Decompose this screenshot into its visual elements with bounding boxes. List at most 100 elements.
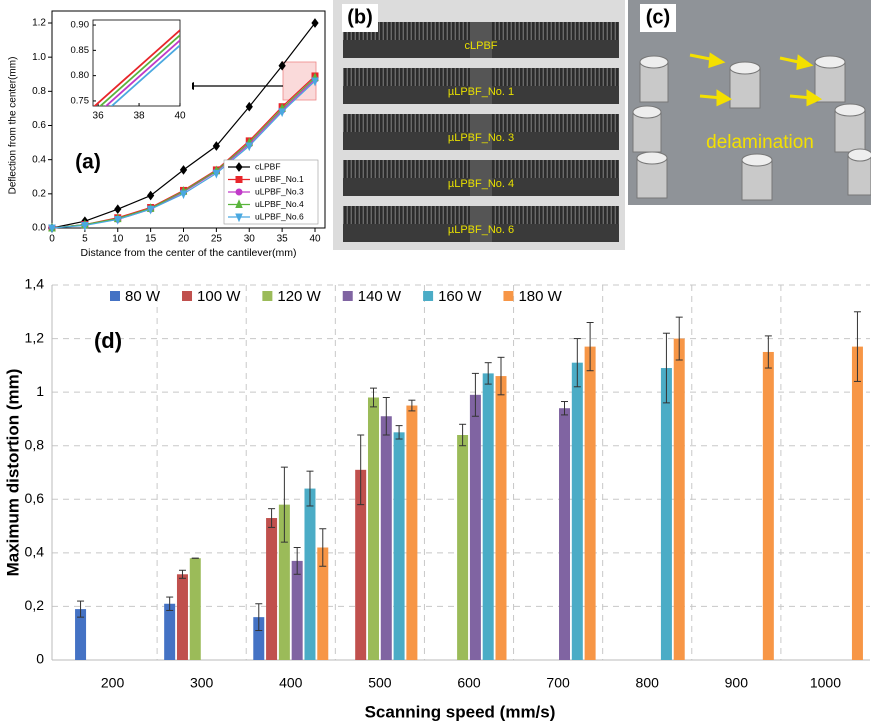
y-axis-title: Deflection from the center(mm) [8,57,19,195]
y-tick-label: 1.2 [32,18,46,29]
bar [189,558,201,660]
sample-center [470,114,492,150]
marker [212,169,221,179]
bar [253,617,265,660]
marker [81,221,89,231]
bar [559,408,571,660]
inset-frame [63,12,192,128]
marker [311,18,319,28]
plot-frame [51,10,326,229]
x-tick-label: 40 [309,234,321,245]
inset-x-tick-label: 40 [174,111,186,122]
legend-swatch [262,291,273,301]
bar [291,560,303,660]
marker [278,108,286,118]
bar [495,376,507,660]
x-tick-label: 25 [211,234,223,245]
x-tick-label: 500 [368,675,392,691]
bar [406,405,418,660]
y-tick-label: 0,6 [25,490,45,506]
marker [235,162,243,172]
y-tick-label: 1 [36,383,44,399]
x-tick-label: 0 [49,234,55,245]
y-tick-label: 0,2 [25,597,45,613]
bar [380,416,392,660]
y-tick-label: 0.6 [32,120,46,131]
x-tick-label: 35 [277,234,289,245]
bar [317,547,329,660]
x-axis-title: Distance from the center of the cantilev… [81,247,297,259]
annotation-text: delamination [706,132,814,153]
bar [673,338,685,660]
x-tick-label: 700 [546,675,570,691]
legend-label: cLPBF [255,161,281,171]
x-tick-label: 5 [82,234,88,245]
legend-label: 160 W [438,288,482,305]
sample-center [470,160,492,196]
bar [355,469,367,660]
legend-swatch [423,291,434,301]
y-tick-label: 1,2 [25,329,45,345]
bar [393,432,405,660]
photo-b: cLPBF µLPBF_No. 1 µLPBF_No. 3 µLPBF_No. 4 µL… [333,0,625,250]
legend: cLPBF uLPBF_No.1 uLPBF_No.3 uLPBF_No.4 uLPBF… [223,159,319,225]
bar [164,603,176,660]
sample-label: µLPBF_No. 1 [448,86,514,98]
x-tick-label: 200 [101,675,125,691]
marker [235,188,243,196]
y-tick-label: 1,4 [25,276,45,292]
inset-y-tick-label: 0.90 [71,20,90,31]
bar [762,351,774,660]
x-tick-label: 600 [457,675,481,691]
panel-label: (a) [75,151,101,174]
x-tick-label: 10 [112,234,124,245]
y-tick-label: 0.0 [32,223,46,234]
legend-label: uLPBF_No.3 [255,186,304,196]
marker [179,165,188,175]
bar [304,488,316,660]
panel-label: (c) [646,6,670,28]
y-tick-label: 0,8 [25,436,45,452]
bar [469,394,481,660]
y-tick-label: 0 [36,651,44,667]
annotation-arrows [689,52,823,107]
bar [266,518,278,660]
y-tick-label: 0.2 [32,188,46,199]
legend-label: 80 W [125,288,161,305]
marker [113,215,122,225]
sample-strips: cLPBF µLPBF_No. 1 µLPBF_No. 3 µLPBF_No. 4 µL… [343,22,619,242]
marker [147,190,155,201]
legend: 80 W 100 W 120 W 140 W 160 W 180 W [110,288,563,305]
panel-label-box [640,4,676,32]
legend-label: 120 W [277,288,321,305]
marker [311,77,319,87]
panel-label: (d) [94,328,122,353]
sample-label: µLPBF_No. 3 [448,132,514,144]
marker [235,176,243,183]
inset-x-tick-label: 38 [133,111,145,122]
legend-label: 140 W [358,288,402,305]
chart-d: 0 0,2 0,4 0,6 0,8 1 1,2 1,4 200 300 400 500 600 700 80… [3,276,870,721]
sample-label: µLPBF_No. 4 [448,178,514,190]
marker [114,204,122,215]
marker [212,141,220,151]
sample-center [470,206,492,242]
legend-swatch [342,291,353,301]
legend-swatch [182,291,193,301]
inset-x-tick-label: 36 [93,111,105,122]
legend-label: 100 W [197,288,241,305]
inset-plot-frame [92,19,181,107]
marker [245,101,253,112]
bar [75,609,87,660]
bar [851,346,863,660]
legend-label: uLPBF_No.4 [255,199,304,209]
panel-label: (b) [347,6,373,28]
sample-label: µLPBF_No. 6 [448,224,514,236]
bar [571,362,583,660]
marker [235,199,243,208]
inset-y-tick-label: 0.75 [71,95,90,106]
x-tick-label: 900 [725,675,749,691]
bar [482,373,494,660]
